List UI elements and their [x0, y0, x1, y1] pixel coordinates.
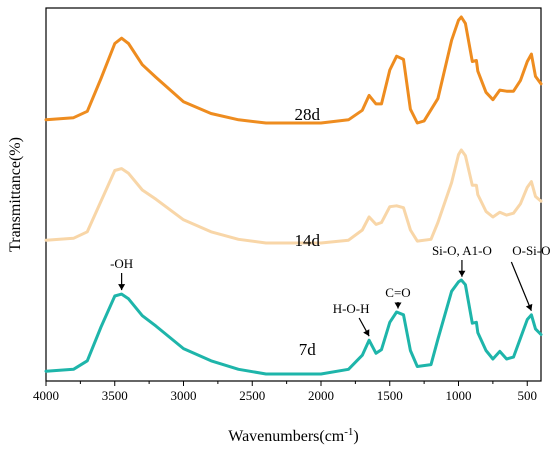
annotation-arrowhead [525, 303, 533, 311]
annotation-label: -OH [110, 256, 133, 271]
annotation-label: C=O [385, 285, 410, 300]
series-line-28d [44, 15, 543, 125]
annotation-label: Si-O, A1-O [432, 243, 492, 258]
annotation-arrow-line [510, 261, 532, 312]
annotation-arrowhead [118, 284, 126, 291]
x-axis-title-close: ) [353, 428, 358, 445]
x-tick-label: 2000 [308, 388, 334, 403]
x-tick-label: 2500 [239, 388, 265, 403]
annotation-group: -OH H-O-H C=O Si-O, A1-O O-Si-O [110, 243, 550, 337]
x-axis-ticks: 4000 3500 3000 2500 2000 1500 1000 500 [33, 381, 537, 403]
plot-frame [45, 7, 542, 382]
annotation-arrowhead [458, 270, 466, 277]
annotation-arrowhead [394, 302, 402, 309]
series-label-group: 28d 14d 7d [295, 105, 321, 359]
annotation-label: H-O-H [333, 301, 370, 316]
x-tick-label: 4000 [33, 388, 59, 403]
x-axis-title-main: Wavenumbers(cm [228, 428, 345, 445]
x-tick-label: 500 [518, 388, 538, 403]
series-group [44, 15, 543, 376]
x-tick-label: 1500 [377, 388, 403, 403]
series-line-14d [44, 148, 543, 245]
series-line-7d [44, 278, 543, 376]
series-label-7d: 7d [299, 340, 317, 359]
annotation-label: O-Si-O [512, 243, 550, 258]
x-axis-title-superscript: -1 [344, 426, 353, 438]
x-tick-label: 1000 [446, 388, 472, 403]
annotation-arrowhead [363, 329, 370, 337]
x-tick-label: 3000 [171, 388, 197, 403]
x-axis-title: Wavenumbers(cm-1) [228, 426, 359, 445]
series-label-28d: 28d [295, 105, 321, 124]
x-tick-label: 3500 [102, 388, 128, 403]
series-label-14d: 14d [295, 231, 321, 250]
y-axis-title: Transmittance(%) [7, 137, 24, 252]
